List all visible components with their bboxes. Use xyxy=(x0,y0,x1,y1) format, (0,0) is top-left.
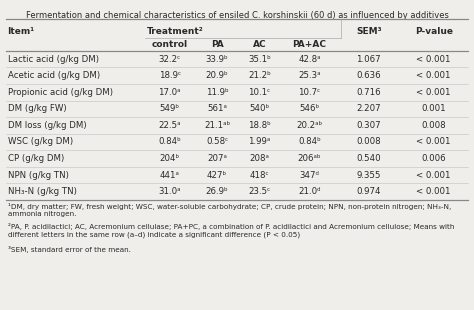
Text: 441ᵃ: 441ᵃ xyxy=(160,170,180,179)
Text: 0.540: 0.540 xyxy=(356,154,381,163)
Text: 26.9ᵇ: 26.9ᵇ xyxy=(206,187,228,196)
Text: ³SEM, standard error of the mean.: ³SEM, standard error of the mean. xyxy=(8,246,130,253)
Text: 0.006: 0.006 xyxy=(421,154,446,163)
Text: 204ᵇ: 204ᵇ xyxy=(160,154,180,163)
Text: 208ᵃ: 208ᵃ xyxy=(249,154,269,163)
Text: < 0.001: < 0.001 xyxy=(417,137,451,146)
Text: Fermentation and chemical characteristics of ensiled C. korshinskii (60 d) as in: Fermentation and chemical characteristic… xyxy=(26,11,448,20)
Text: DM loss (g/kg DM): DM loss (g/kg DM) xyxy=(8,121,86,130)
Text: 22.5ᵃ: 22.5ᵃ xyxy=(158,121,181,130)
Text: 1.067: 1.067 xyxy=(356,55,381,64)
Text: control: control xyxy=(152,40,188,49)
Text: 2.207: 2.207 xyxy=(356,104,381,113)
Text: 0.001: 0.001 xyxy=(421,104,446,113)
Text: 0.974: 0.974 xyxy=(356,187,381,196)
Text: PA+AC: PA+AC xyxy=(292,40,327,49)
Text: 207ᵃ: 207ᵃ xyxy=(207,154,227,163)
Text: 21.2ᵇ: 21.2ᵇ xyxy=(248,71,271,80)
Text: 0.84ᵇ: 0.84ᵇ xyxy=(298,137,321,146)
Text: 21.1ᵃᵇ: 21.1ᵃᵇ xyxy=(204,121,230,130)
Text: < 0.001: < 0.001 xyxy=(417,170,451,179)
Text: Lactic acid (g/kg DM): Lactic acid (g/kg DM) xyxy=(8,55,99,64)
Text: NPN (g/kg TN): NPN (g/kg TN) xyxy=(8,170,68,179)
Text: 0.636: 0.636 xyxy=(356,71,381,80)
Text: Propionic acid (g/kg DM): Propionic acid (g/kg DM) xyxy=(8,88,113,97)
Text: 21.0ᵈ: 21.0ᵈ xyxy=(298,187,321,196)
Text: 17.0ᵃ: 17.0ᵃ xyxy=(158,88,181,97)
Text: 31.0ᵃ: 31.0ᵃ xyxy=(158,187,181,196)
Text: PA: PA xyxy=(211,40,223,49)
Text: < 0.001: < 0.001 xyxy=(417,55,451,64)
Text: 0.84ᵇ: 0.84ᵇ xyxy=(158,137,181,146)
Text: DM (g/kg FW): DM (g/kg FW) xyxy=(8,104,66,113)
Text: ¹DM, dry matter; FW, fresh weight; WSC, water-soluble carbohydrate; CP, crude pr: ¹DM, dry matter; FW, fresh weight; WSC, … xyxy=(8,203,451,217)
Text: 18.8ᵇ: 18.8ᵇ xyxy=(248,121,271,130)
Text: 0.58ᶜ: 0.58ᶜ xyxy=(206,137,228,146)
Text: SEM³: SEM³ xyxy=(356,26,382,36)
Text: 11.9ᵇ: 11.9ᵇ xyxy=(206,88,228,97)
Text: P-value: P-value xyxy=(415,26,453,36)
Text: 347ᵈ: 347ᵈ xyxy=(300,170,319,179)
Text: WSC (g/kg DM): WSC (g/kg DM) xyxy=(8,137,73,146)
Text: 20.9ᵇ: 20.9ᵇ xyxy=(206,71,228,80)
Text: 10.1ᶜ: 10.1ᶜ xyxy=(248,88,270,97)
Text: AC: AC xyxy=(253,40,266,49)
Text: 540ᵇ: 540ᵇ xyxy=(249,104,269,113)
Text: 35.1ᵇ: 35.1ᵇ xyxy=(248,55,271,64)
Text: < 0.001: < 0.001 xyxy=(417,88,451,97)
Text: 0.008: 0.008 xyxy=(356,137,381,146)
Text: Acetic acid (g/kg DM): Acetic acid (g/kg DM) xyxy=(8,71,100,80)
Text: 0.716: 0.716 xyxy=(356,88,381,97)
Text: 549ᵇ: 549ᵇ xyxy=(160,104,180,113)
Text: NH₃-N (g/kg TN): NH₃-N (g/kg TN) xyxy=(8,187,76,196)
Text: 546ᵇ: 546ᵇ xyxy=(300,104,319,113)
Text: 33.9ᵇ: 33.9ᵇ xyxy=(206,55,228,64)
Text: Treatment²: Treatment² xyxy=(146,26,203,36)
Text: 20.2ᵃᵇ: 20.2ᵃᵇ xyxy=(296,121,323,130)
Text: < 0.001: < 0.001 xyxy=(417,71,451,80)
Text: 0.008: 0.008 xyxy=(421,121,446,130)
Text: 42.8ᵃ: 42.8ᵃ xyxy=(298,55,321,64)
Text: 0.307: 0.307 xyxy=(356,121,381,130)
Text: 9.355: 9.355 xyxy=(356,170,381,179)
Text: 427ᵇ: 427ᵇ xyxy=(207,170,227,179)
Text: 32.2ᶜ: 32.2ᶜ xyxy=(159,55,181,64)
Text: 18.9ᶜ: 18.9ᶜ xyxy=(159,71,181,80)
Text: ²PA, P. acidilactici; AC, Acremonium cellulase; PA+PC, a combination of P. acidi: ²PA, P. acidilactici; AC, Acremonium cel… xyxy=(8,223,454,238)
Text: 25.3ᵃ: 25.3ᵃ xyxy=(298,71,321,80)
Text: < 0.001: < 0.001 xyxy=(417,187,451,196)
Text: Item¹: Item¹ xyxy=(8,26,35,36)
Text: CP (g/kg DM): CP (g/kg DM) xyxy=(8,154,64,163)
Text: 418ᶜ: 418ᶜ xyxy=(249,170,269,179)
Text: 10.7ᶜ: 10.7ᶜ xyxy=(299,88,320,97)
Text: 1.99ᵃ: 1.99ᵃ xyxy=(248,137,270,146)
Text: 561ᵃ: 561ᵃ xyxy=(207,104,227,113)
Text: 206ᵃᵇ: 206ᵃᵇ xyxy=(298,154,321,163)
Text: 23.5ᶜ: 23.5ᶜ xyxy=(248,187,270,196)
